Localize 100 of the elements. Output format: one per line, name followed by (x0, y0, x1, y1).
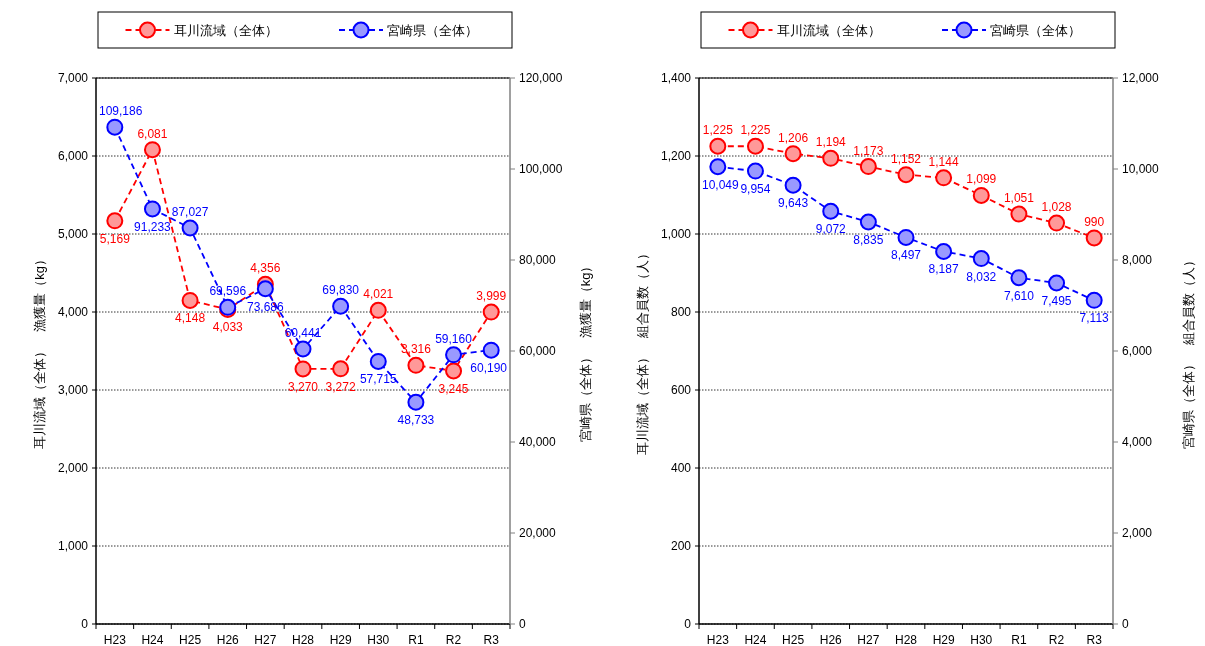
x-tick-label: H27 (856, 633, 880, 646)
data-label: 69,830 (322, 283, 360, 298)
data-label: 60,190 (470, 361, 508, 376)
data-label: 57,715 (359, 372, 397, 387)
x-tick-label: H30 (367, 633, 390, 646)
y2-tick-label: 2,000 (1121, 526, 1152, 540)
x-tick-label: H28 (894, 633, 917, 646)
y-tick-label: 1,400 (660, 71, 691, 85)
legend-label: 宮崎県（全体） (989, 23, 1081, 38)
data-label: 69,596 (209, 284, 247, 299)
y2-tick-label: 8,000 (1121, 253, 1152, 267)
x-tick-label: H29 (932, 633, 955, 646)
y-tick-label: 4,000 (57, 305, 89, 319)
data-label: 4,356 (250, 261, 281, 276)
data-label: 60,441 (284, 325, 322, 340)
data-label: 73,686 (247, 299, 285, 314)
data-label: 4,148 (175, 311, 206, 326)
x-tick-label: H24 (141, 633, 164, 646)
y2-tick-label: 60,000 (519, 344, 557, 358)
data-label: 1,225 (739, 123, 771, 138)
data-label: 1,194 (815, 135, 846, 150)
data-label: 8,187 (928, 262, 959, 277)
y-axis-title: 耳川流域（全体） 漁獲量（kg） (32, 253, 47, 449)
legend-label: 耳川流域（全体） (173, 23, 278, 38)
data-label: 6,081 (137, 126, 168, 141)
data-label: 5,169 (99, 231, 131, 246)
x-tick-label: H28 (291, 633, 315, 646)
y2-tick-label: 12,000 (1121, 71, 1159, 85)
y2-tick-label: 0 (519, 617, 526, 631)
x-tick-label: H23 (706, 633, 729, 646)
x-tick-label: R3 (1086, 633, 1102, 646)
x-tick-label: R1 (408, 633, 424, 646)
x-tick-label: H30 (969, 633, 993, 646)
x-tick-label: H26 (819, 633, 842, 646)
y2-tick-label: 6,000 (1121, 344, 1152, 358)
y2-tick-label: 4,000 (1121, 435, 1152, 449)
y-tick-label: 400 (670, 461, 691, 475)
y-axis-title: 耳川流域（全体） 組合員数（人） (634, 247, 650, 455)
data-label: 8,497 (890, 248, 921, 263)
y-tick-label: 7,000 (57, 71, 89, 85)
y-tick-label: 1,000 (57, 539, 89, 553)
data-label: 7,610 (1003, 288, 1034, 303)
data-label: 1,225 (702, 123, 733, 138)
data-label: 87,027 (171, 205, 209, 220)
data-label: 48,733 (397, 413, 435, 428)
y-tick-label: 1,000 (660, 227, 691, 241)
data-label: 1,206 (777, 130, 808, 145)
data-label: 9,954 (739, 182, 771, 197)
y-tick-label: 200 (670, 539, 691, 553)
y2-tick-label: 120,000 (519, 71, 563, 85)
data-label: 4,021 (363, 287, 394, 302)
data-label: 9,072 (815, 222, 846, 237)
x-tick-label: R3 (483, 633, 500, 646)
y-tick-label: 5,000 (57, 227, 89, 241)
y-tick-label: 6,000 (57, 149, 89, 163)
data-label: 7,113 (1079, 311, 1109, 326)
data-label: 9,643 (777, 196, 808, 211)
data-label: 8,032 (965, 269, 997, 284)
y-tick-label: 0 (81, 617, 89, 631)
data-label: 59,160 (435, 331, 473, 346)
x-tick-label: H24 (743, 633, 767, 646)
data-label: 109,186 (99, 104, 143, 119)
legend-label: 耳川流域（全体） (776, 23, 880, 38)
data-label: 3,245 (438, 381, 469, 396)
data-label: 8,835 (852, 233, 884, 248)
y2-tick-label: 0 (1121, 617, 1129, 631)
data-label: 3,272 (325, 379, 356, 394)
data-label: 1,144 (928, 154, 959, 169)
data-label: 3,270 (287, 379, 319, 394)
y-tick-label: 0 (683, 617, 691, 631)
data-label: 10,049 (701, 177, 739, 192)
y2-tick-label: 20,000 (519, 526, 557, 540)
y2-tick-label: 40,000 (519, 435, 557, 449)
y2-axis-title: 宮崎県（全体） 組合員数（人） (1180, 253, 1196, 449)
legend-label: 宮崎県（全体） (387, 23, 478, 38)
data-label: 1,099 (965, 172, 997, 187)
y-tick-label: 800 (670, 305, 691, 319)
y-tick-label: 1,200 (660, 149, 691, 163)
data-label: 3,999 (476, 289, 507, 304)
data-label: 1,173 (852, 143, 884, 158)
x-tick-label: R2 (445, 633, 462, 646)
y-tick-label: 600 (670, 383, 691, 397)
x-tick-label: H29 (329, 633, 352, 646)
x-tick-label: H26 (216, 633, 240, 646)
data-label: 3,316 (400, 342, 432, 357)
y-tick-label: 2,000 (57, 461, 89, 475)
x-tick-label: R1 (1010, 633, 1027, 646)
y-tick-label: 3,000 (57, 383, 89, 397)
data-label: 990 (1083, 214, 1105, 229)
x-tick-label: H25 (781, 633, 804, 646)
data-label: 1,051 (1003, 191, 1034, 206)
data-label: 1,152 (890, 151, 921, 166)
x-tick-label: R2 (1048, 633, 1065, 646)
x-tick-label: H23 (103, 633, 127, 646)
data-label: 1,028 (1041, 200, 1072, 215)
y2-tick-label: 80,000 (519, 253, 557, 267)
x-tick-label: H27 (254, 633, 277, 646)
y2-axis-title: 宮崎県（全体） 漁獲量（kg） (578, 259, 593, 443)
y2-tick-label: 100,000 (519, 162, 563, 176)
data-label: 7,495 (1041, 293, 1072, 308)
